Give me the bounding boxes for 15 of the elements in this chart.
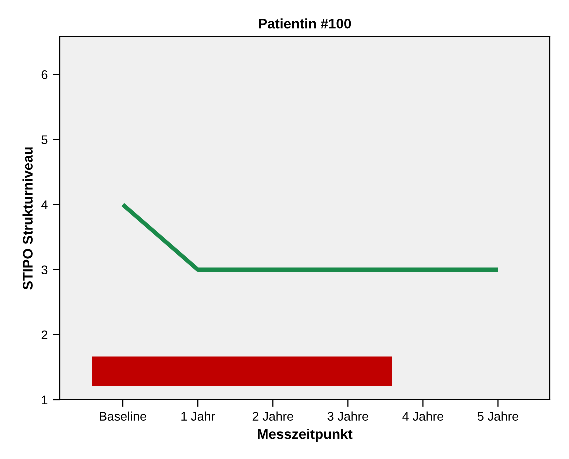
y-axis-title: STIPO Strukturniveau xyxy=(22,148,33,290)
y-tick-label: 6 xyxy=(42,70,48,80)
x-tick-label: 1 Jahr xyxy=(182,412,216,421)
y-tick-label: 5 xyxy=(42,136,48,144)
y-tick-label: 4 xyxy=(42,200,48,210)
x-tick-label: 5 Jahre xyxy=(478,412,519,421)
chart-title: Patientin #100 xyxy=(259,18,352,29)
y-tick-label: 3 xyxy=(42,266,48,275)
y-tick-label: 2 xyxy=(42,330,48,340)
y-tick-label: 1 xyxy=(42,396,48,405)
x-tick-label: 3 Jahre xyxy=(328,412,368,421)
x-tick-label: 4 Jahre xyxy=(402,412,444,421)
x-tick-label: Baseline xyxy=(100,412,146,421)
x-tick-label: 2 Jahre xyxy=(252,412,294,421)
x-axis-title: Messzeitpunkt xyxy=(258,429,353,442)
